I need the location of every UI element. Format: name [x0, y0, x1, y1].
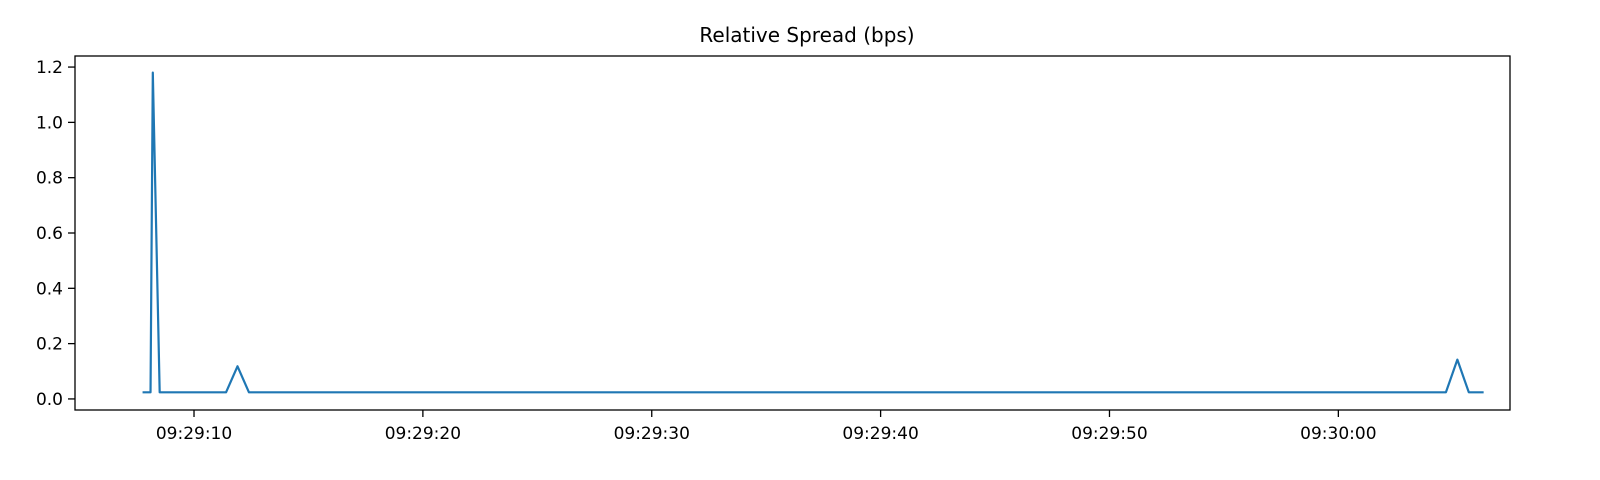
x-tick-label-3: 09:29:40: [842, 424, 918, 444]
y-axis: 0.0 0.2 0.4 0.6 0.8 1.0 1.2: [36, 58, 75, 410]
x-tick-label-4: 09:29:50: [1071, 424, 1147, 444]
y-tick-label-5: 1.0: [36, 113, 63, 133]
x-tick-label-0: 09:29:10: [156, 424, 232, 444]
y-tick-label-0: 0.0: [36, 390, 63, 410]
plot-area: [142, 71, 1484, 394]
y-tick-label-4: 0.8: [36, 169, 63, 189]
y-tick-label-6: 1.2: [36, 58, 63, 78]
y-tick-label-3: 0.6: [36, 224, 63, 244]
x-tick-label-2: 09:29:30: [614, 424, 690, 444]
series-line-0: [142, 71, 1484, 394]
x-tick-label-5: 09:30:00: [1300, 424, 1376, 444]
chart-title: Relative Spread (bps): [699, 23, 914, 47]
y-tick-label-2: 0.4: [36, 279, 63, 299]
x-axis: 09:29:10 09:29:20 09:29:30 09:29:40 09:29:50…: [156, 410, 1377, 444]
axes-frame: [74, 55, 1511, 411]
x-tick-label-1: 09:29:20: [385, 424, 461, 444]
y-tick-label-1: 0.2: [36, 335, 63, 355]
